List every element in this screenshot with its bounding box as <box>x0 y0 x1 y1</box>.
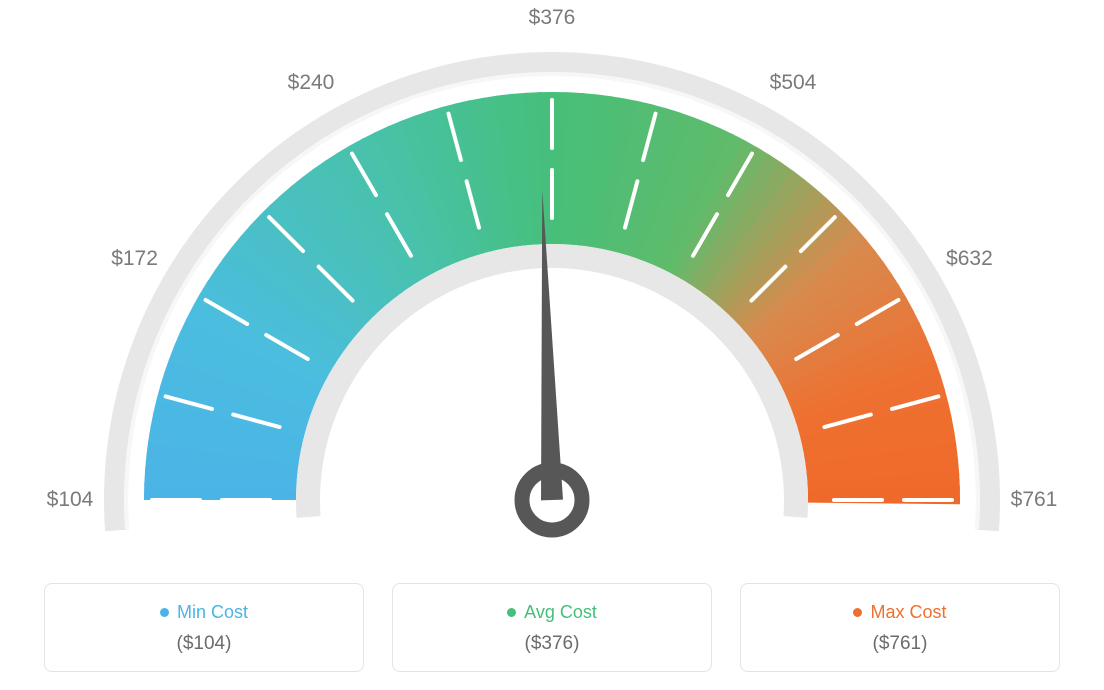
gauge-tick-label: $240 <box>288 71 335 95</box>
gauge-tick-label: $376 <box>529 6 576 30</box>
legend-dot-avg <box>507 608 516 617</box>
legend-title-avg: Avg Cost <box>507 602 597 623</box>
gauge-tick-label: $761 <box>1011 488 1058 512</box>
gauge-tick-label: $632 <box>946 247 993 271</box>
legend-dot-min <box>160 608 169 617</box>
gauge-svg <box>0 0 1104 560</box>
legend-card-avg: Avg Cost ($376) <box>392 583 712 672</box>
gauge-tick-label: $104 <box>47 488 94 512</box>
legend-row: Min Cost ($104) Avg Cost ($376) Max Cost… <box>0 583 1104 672</box>
legend-card-min: Min Cost ($104) <box>44 583 364 672</box>
legend-label-min: Min Cost <box>177 602 248 623</box>
legend-title-min: Min Cost <box>160 602 248 623</box>
cost-gauge: $104 $172 $240 $376 $504 $632 $761 <box>0 0 1104 560</box>
legend-value-min: ($104) <box>55 633 353 655</box>
legend-card-max: Max Cost ($761) <box>740 583 1060 672</box>
legend-label-max: Max Cost <box>870 602 946 623</box>
legend-value-max: ($761) <box>751 633 1049 655</box>
legend-dot-max <box>853 608 862 617</box>
gauge-tick-label: $172 <box>111 247 158 271</box>
legend-title-max: Max Cost <box>853 602 946 623</box>
legend-label-avg: Avg Cost <box>524 602 597 623</box>
gauge-tick-label: $504 <box>770 71 817 95</box>
legend-value-avg: ($376) <box>403 633 701 655</box>
